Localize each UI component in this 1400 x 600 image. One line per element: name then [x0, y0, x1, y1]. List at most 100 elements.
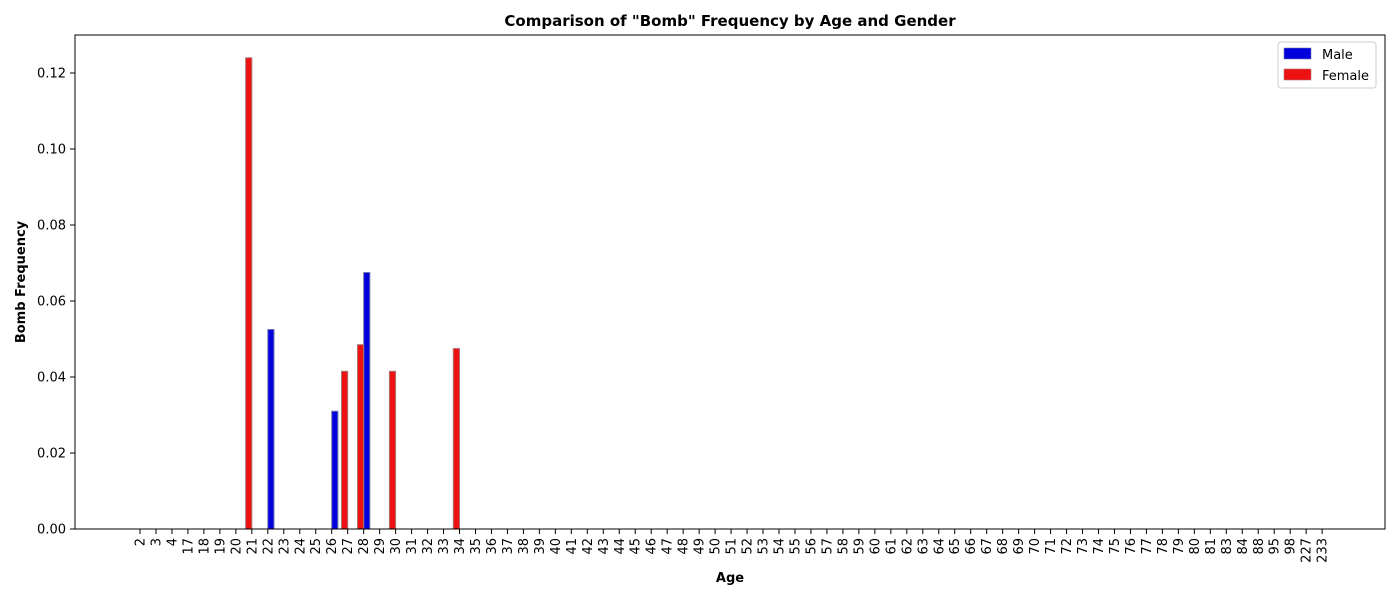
x-tick-label: 58	[836, 538, 851, 555]
x-tick-label: 69	[1012, 538, 1027, 555]
x-tick-label: 2	[134, 538, 149, 546]
x-tick-label: 46	[645, 538, 660, 555]
x-tick-label: 63	[916, 538, 931, 555]
bar-female-28	[356, 344, 365, 530]
x-tick-label: 18	[197, 538, 212, 555]
legend-swatch-female	[1283, 68, 1312, 81]
x-tick-label: 44	[613, 538, 628, 555]
x-tick-label: 75	[1108, 538, 1123, 555]
x-tick-label: 33	[437, 538, 452, 555]
x-tick-label: 61	[884, 538, 899, 555]
bar-female-21	[245, 57, 253, 530]
x-tick-label: 74	[1092, 538, 1107, 555]
x-tick-label: 35	[469, 538, 484, 555]
x-tick-label: 3	[149, 538, 164, 546]
x-tick-label: 68	[996, 538, 1011, 555]
x-tick-label: 79	[1172, 538, 1187, 555]
x-tick-label: 42	[581, 538, 596, 555]
y-tick-label: 0.06	[37, 295, 66, 310]
bar-female-34	[452, 348, 460, 530]
y-tick-label: 0.12	[37, 67, 66, 82]
bar-female-30	[388, 370, 397, 530]
x-tick-label: 64	[932, 538, 947, 555]
x-tick-label: 77	[1140, 538, 1155, 555]
x-tick-label: 55	[788, 538, 803, 555]
x-tick-label: 62	[900, 538, 915, 555]
x-tick-label: 73	[1076, 538, 1091, 555]
y-tick-label: 0.04	[37, 371, 66, 386]
x-axis: 2 3 4 17 18 19 20 21 22 23 24 25 26 27 28 29 30 31 32 33 34 3…	[134, 529, 1331, 563]
x-tick-label: 23	[277, 538, 292, 555]
x-tick-label: 53	[757, 538, 772, 555]
x-tick-label: 83	[1220, 538, 1235, 555]
x-tick-label: 32	[421, 538, 436, 555]
y-axis-label: Bomb Frequency	[14, 220, 29, 343]
legend-swatch-male	[1283, 47, 1312, 60]
x-tick-label: 34	[453, 538, 468, 555]
x-tick-label: 70	[1028, 538, 1043, 555]
x-tick-label: 81	[1204, 538, 1219, 555]
x-tick-label: 38	[517, 538, 532, 555]
x-tick-label: 49	[693, 538, 708, 555]
y-tick-label: 0.10	[37, 143, 66, 158]
x-tick-label: 20	[229, 538, 244, 555]
x-tick-label: 59	[852, 538, 867, 555]
x-tick-label: 66	[964, 538, 979, 555]
x-tick-label: 26	[325, 538, 340, 555]
y-tick-label: 0.00	[37, 523, 66, 538]
x-tick-label: 31	[405, 538, 420, 555]
x-tick-label: 22	[261, 538, 276, 555]
bar-male-22	[267, 329, 275, 530]
x-tick-label: 21	[245, 538, 260, 555]
x-tick-label: 25	[309, 538, 324, 555]
x-tick-label: 54	[773, 538, 788, 555]
x-tick-label: 50	[709, 538, 724, 555]
x-tick-label: 29	[373, 538, 388, 555]
x-tick-label: 60	[868, 538, 883, 555]
x-axis-label: Age	[716, 571, 744, 586]
x-tick-label: 227	[1300, 538, 1315, 563]
y-tick-label: 0.02	[37, 447, 66, 462]
x-tick-label: 57	[820, 538, 835, 555]
x-tick-label: 28	[357, 538, 372, 555]
legend-label-female: Female	[1322, 69, 1369, 84]
chart-title: Comparison of "Bomb" Frequency by Age an…	[504, 12, 956, 30]
x-tick-label: 80	[1188, 538, 1203, 555]
bar-male-28	[363, 272, 371, 530]
x-tick-label: 98	[1284, 538, 1299, 555]
x-tick-label: 56	[804, 538, 819, 555]
bar-male-26	[331, 410, 339, 530]
x-tick-label: 17	[181, 538, 196, 555]
x-tick-label: 95	[1268, 538, 1283, 555]
y-tick-label: 0.08	[37, 219, 66, 234]
x-tick-label: 84	[1236, 538, 1251, 555]
x-tick-label: 52	[741, 538, 756, 555]
bar-female-27	[340, 370, 349, 530]
x-tick-label: 88	[1252, 538, 1267, 555]
x-tick-label: 233	[1316, 538, 1331, 563]
x-tick-label: 76	[1124, 538, 1139, 555]
legend-label-male: Male	[1322, 48, 1353, 63]
plot-area-frame	[74, 34, 1386, 530]
x-tick-label: 67	[980, 538, 995, 555]
x-tick-label: 45	[629, 538, 644, 555]
x-tick-label: 39	[533, 538, 548, 555]
x-tick-label: 72	[1060, 538, 1075, 555]
x-tick-label: 65	[948, 538, 963, 555]
x-tick-label: 37	[501, 538, 516, 555]
x-tick-label: 24	[293, 538, 308, 555]
x-tick-label: 48	[677, 538, 692, 555]
x-tick-label: 30	[389, 538, 404, 555]
x-tick-label: 27	[341, 538, 356, 555]
x-tick-label: 51	[725, 538, 740, 555]
x-tick-label: 78	[1156, 538, 1171, 555]
x-tick-label: 43	[597, 538, 612, 555]
x-tick-label: 19	[213, 538, 228, 555]
x-tick-label: 47	[661, 538, 676, 555]
x-tick-label: 4	[165, 538, 180, 546]
y-axis: 0.00 0.02 0.04 0.06 0.08 0.10 0.12	[37, 67, 75, 538]
x-tick-label: 71	[1044, 538, 1059, 555]
plot-marks	[245, 57, 460, 530]
x-tick-label: 41	[565, 538, 580, 555]
